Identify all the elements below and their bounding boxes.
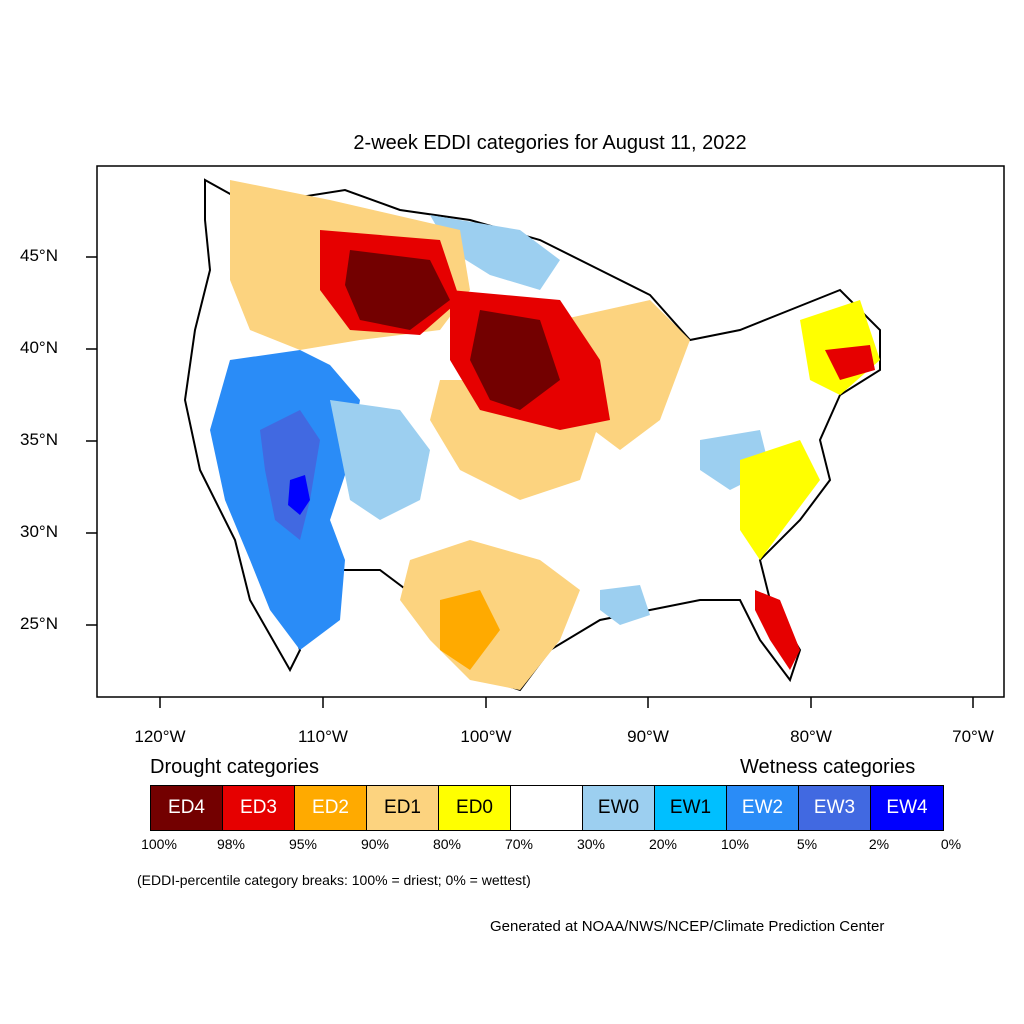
legend-ed2: ED2	[295, 786, 367, 830]
percent-break: 80%	[432, 836, 462, 852]
percent-break: 5%	[796, 836, 818, 852]
percent-break: 98%	[216, 836, 246, 852]
legend-ew3: EW3	[799, 786, 871, 830]
wet-region-rockies	[330, 400, 430, 520]
drought-region-texas-severe	[440, 590, 500, 670]
legend-ew4: EW4	[871, 786, 943, 830]
wetness-heading: Wetness categories	[740, 756, 916, 778]
wet-region-core-extreme	[288, 475, 310, 515]
category-note: (EDDI-percentile category breaks: 100% =…	[137, 872, 531, 888]
lon-label-120w: 120°W	[134, 727, 186, 746]
percent-break: 0%	[940, 836, 962, 852]
percent-break: 10%	[720, 836, 750, 852]
lon-label-100w: 100°W	[460, 727, 512, 746]
legend-ed0: ED0	[439, 786, 511, 830]
drought-heading: Drought categories	[150, 756, 319, 778]
lon-label-70w: 70°W	[952, 727, 994, 746]
lat-label-40: 40°N	[20, 338, 58, 357]
wet-region-gulf	[600, 585, 650, 625]
drought-region-new-england-severe	[825, 345, 875, 380]
percent-break: 20%	[648, 836, 678, 852]
legend-ed4: ED4	[151, 786, 223, 830]
legend-ew2: EW2	[727, 786, 799, 830]
legend-ew0: EW0	[583, 786, 655, 830]
lat-label-30: 30°N	[20, 522, 58, 541]
percent-break: 90%	[360, 836, 390, 852]
lon-ticks	[159, 697, 974, 708]
percent-break: 100%	[141, 836, 177, 852]
legend-ew1: EW1	[655, 786, 727, 830]
map-title: 2-week EDDI categories for August 11, 20…	[353, 132, 747, 154]
drought-region-north-plains-extreme	[470, 310, 560, 410]
drought-region-eastern	[740, 440, 820, 560]
lon-label-80w: 80°W	[790, 727, 832, 746]
lat-label-45: 45°N	[20, 246, 58, 265]
drought-region-montana-extreme	[345, 250, 450, 330]
percent-break: 2%	[868, 836, 890, 852]
lat-label-25: 25°N	[20, 614, 58, 633]
lat-ticks	[86, 256, 97, 626]
lat-label-35: 35°N	[20, 430, 58, 449]
lon-label-90w: 90°W	[627, 727, 669, 746]
legend-ed3: ED3	[223, 786, 295, 830]
legend-ed1: ED1	[367, 786, 439, 830]
map-frame	[96, 165, 1005, 698]
category-legend: ED4 ED3 ED2 ED1 ED0 EW0 EW1 EW2 EW3 EW4	[150, 785, 944, 831]
legend-neutral	[511, 786, 583, 830]
percent-break: 70%	[504, 836, 534, 852]
percent-break: 30%	[576, 836, 606, 852]
lon-label-110w: 110°W	[298, 727, 348, 746]
credit-line: Generated at NOAA/NWS/NCEP/Climate Predi…	[490, 918, 885, 935]
drought-region-florida	[755, 590, 800, 670]
wet-region-northern-plains	[430, 215, 560, 290]
percent-break: 95%	[288, 836, 318, 852]
